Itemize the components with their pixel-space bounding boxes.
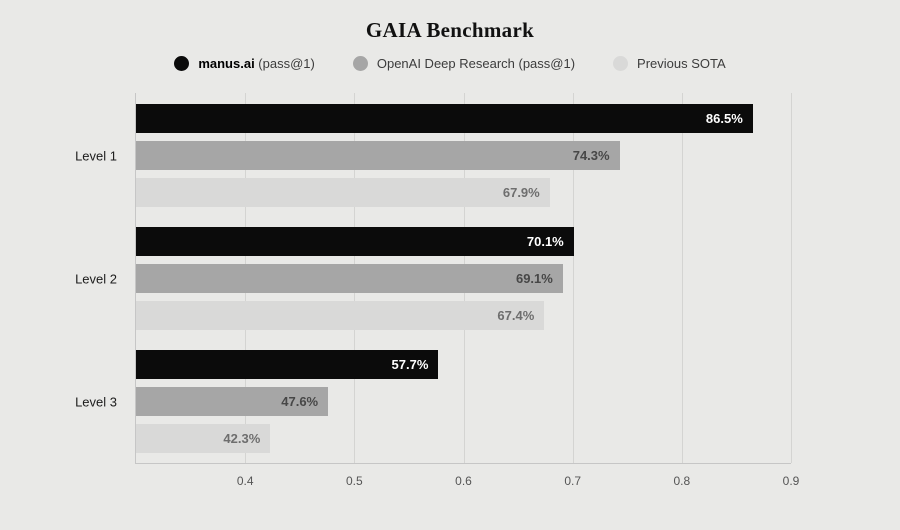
legend-item: manus.ai (pass@1) [174, 56, 315, 71]
bar-value-label: 70.1% [526, 234, 564, 249]
bar-group-level-2: Level 2 70.1% 69.1% 67.4% [75, 227, 791, 330]
bar: 74.3% [136, 141, 620, 170]
chart-title: GAIA Benchmark [365, 18, 535, 42]
bar: 67.4% [136, 301, 545, 330]
bar: 69.1% [136, 264, 563, 293]
bar-value-label: 69.1% [515, 271, 553, 286]
x-tick-label: 0.6 [455, 474, 472, 488]
plot-area: 0.4 0.5 0.6 0.7 0.8 0.9 Level 1 86.5% 74.3% 67.9%… [75, 93, 799, 488]
bar: 57.7% [136, 350, 439, 379]
bar-value-label: 74.3% [572, 148, 610, 163]
legend-label: Previous SOTA [637, 56, 726, 71]
bar-groups: Level 1 86.5% 74.3% 67.9% Level 2 70.1% 69.1% 6… [75, 93, 791, 463]
x-tick-label: 0.8 [673, 474, 691, 488]
legend: manus.ai (pass@1) OpenAI Deep Research (p… [0, 56, 900, 71]
gridline [572, 93, 574, 463]
category-label: Level 1 [75, 148, 117, 163]
legend-item: OpenAI Deep Research (pass@1) [352, 56, 576, 71]
legend-dot-icon [352, 56, 368, 71]
x-tick-label: 0.5 [345, 474, 363, 488]
x-tick-label: 0.4 [236, 474, 254, 488]
bar-group-level-1: Level 1 86.5% 74.3% 67.9% [75, 104, 791, 207]
bar-value-label: 67.4% [497, 308, 535, 323]
x-tick-label: 0.7 [564, 474, 581, 488]
bar-value-label: 47.6% [281, 394, 319, 409]
bar-value-label: 67.9% [502, 185, 540, 200]
legend-item: Previous SOTA [613, 56, 726, 71]
bar: 42.3% [136, 424, 271, 453]
bar: 86.5% [136, 104, 753, 133]
legend-dot-icon [174, 56, 190, 71]
gridline [791, 93, 792, 463]
bar: 67.9% [136, 178, 550, 207]
x-tick-label: 0.9 [782, 474, 800, 488]
gridline [681, 93, 683, 463]
bar-value-label: 42.3% [223, 431, 261, 446]
bar: 70.1% [136, 227, 574, 256]
category-label: Level 2 [75, 271, 117, 286]
bar-group-level-3: Level 3 57.7% 47.6% 42.3% [75, 350, 791, 453]
bar-value-label: 86.5% [705, 111, 743, 126]
legend-dot-icon [613, 56, 629, 71]
legend-label: manus.ai (pass@1) [198, 56, 315, 71]
category-label: Level 3 [75, 394, 117, 409]
legend-label: OpenAI Deep Research (pass@1) [376, 56, 576, 71]
bar: 47.6% [136, 387, 329, 416]
bar-value-label: 57.7% [391, 357, 429, 372]
